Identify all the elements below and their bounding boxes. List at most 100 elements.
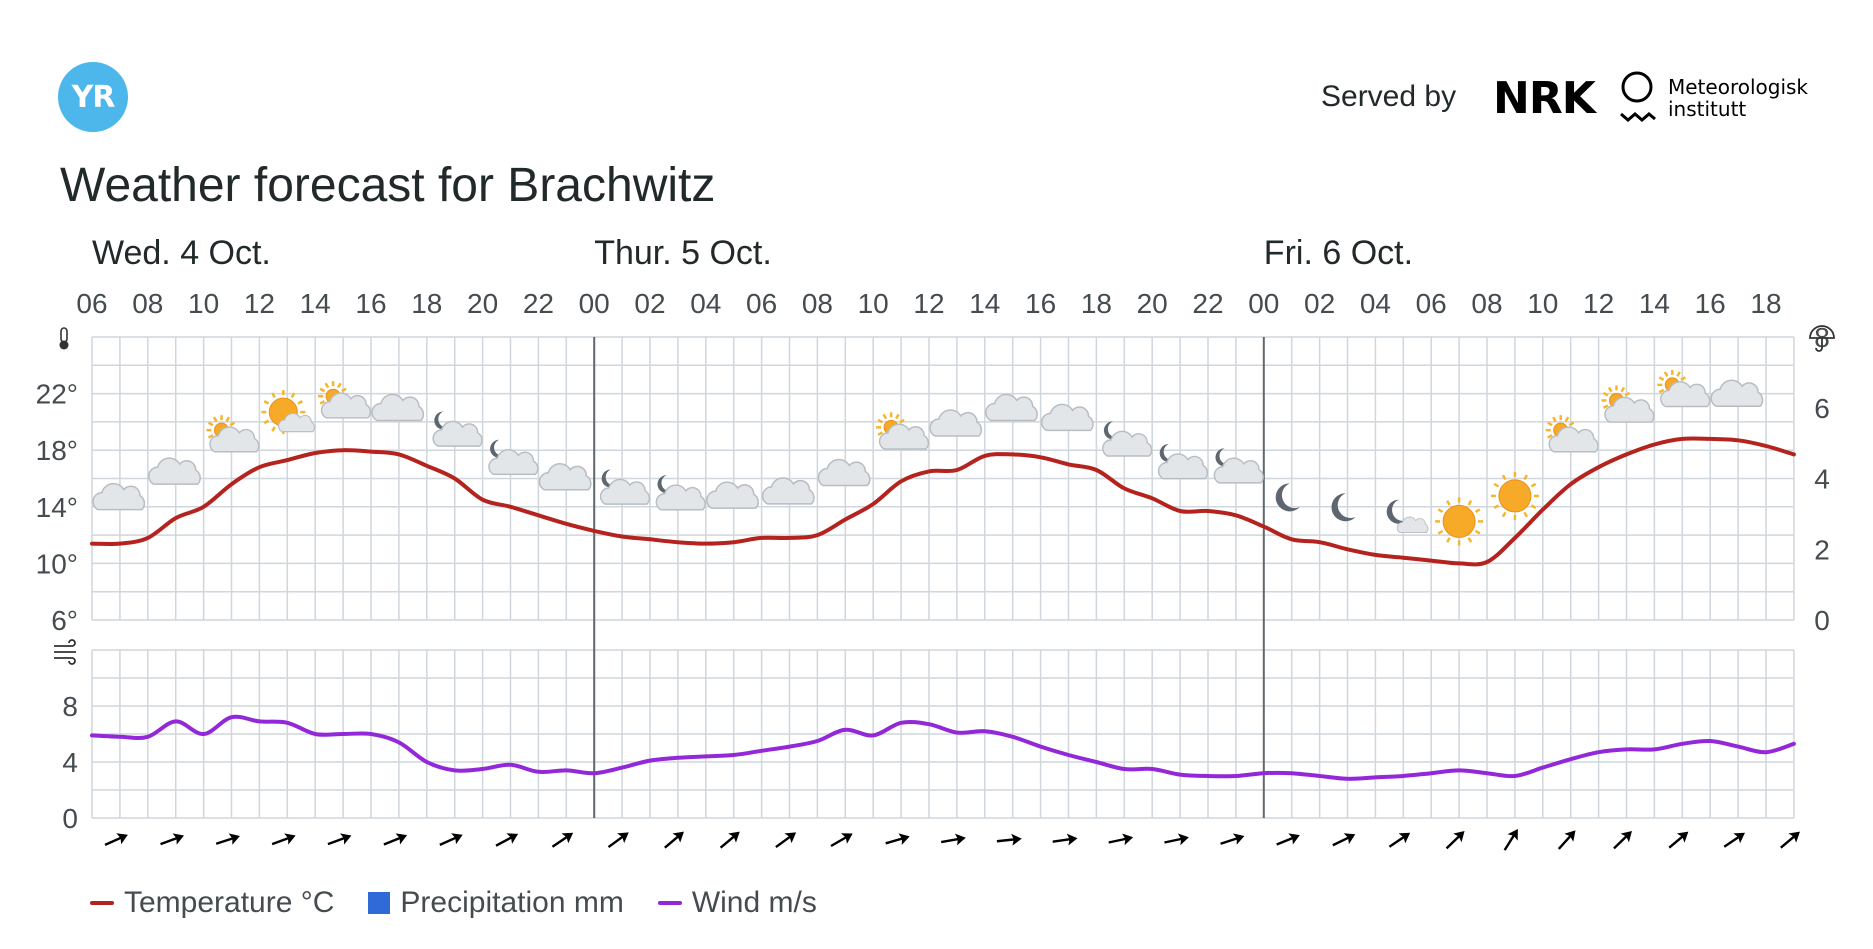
wind-direction-arrow-head — [561, 832, 574, 844]
wind-direction-arrow-head — [728, 831, 740, 843]
temp-axis-tick-label: 14° — [36, 492, 78, 523]
cloud-shape — [1157, 453, 1209, 480]
wind-icon — [54, 639, 76, 665]
sun-shape-ray — [1564, 416, 1570, 423]
cloud-shape — [92, 482, 146, 511]
cloud-shape-body — [706, 481, 759, 509]
wind-direction-arrow-head — [1788, 831, 1800, 843]
sun-shape-ray — [263, 400, 270, 405]
moon-shape — [1159, 444, 1176, 463]
umbrella-icon — [1809, 325, 1835, 352]
wind-direction-arrow-head — [1288, 833, 1300, 845]
sun-shape-ray — [229, 421, 236, 427]
wind-direction-arrow — [940, 833, 966, 846]
cloud-shape — [209, 426, 260, 453]
cloud-icon — [817, 458, 871, 487]
thermometer-icon — [59, 327, 69, 350]
wind-direction-arrow-head — [451, 833, 463, 845]
cloud-shape-body — [1396, 516, 1429, 533]
cloud-shape — [1396, 516, 1429, 533]
cloud-shape — [1710, 379, 1764, 408]
hour-tick-label: 08 — [1471, 288, 1502, 319]
wind-direction-arrow-head — [339, 833, 352, 845]
cloud-shape-body — [1548, 426, 1599, 453]
wind-direction-arrow — [551, 832, 574, 848]
partly-cloudy-day-icon — [206, 415, 260, 453]
wind-direction-arrow — [1164, 833, 1189, 846]
cloud-shape-body — [878, 423, 930, 450]
cloud-shape-body — [1157, 453, 1209, 480]
wind-direction-arrow — [1220, 833, 1245, 845]
sun-shape-ray — [882, 413, 888, 420]
hour-tick-label: 06 — [746, 288, 777, 319]
legend-item-temperature[interactable]: Temperature °C — [90, 886, 334, 920]
wind-direction-arrow-head — [1507, 828, 1518, 841]
cloud-shape-body — [761, 477, 815, 505]
chart-legend: Temperature °C Precipitation mm Wind m/s — [90, 886, 817, 920]
sun-shape-ray — [1474, 529, 1481, 535]
sun-cloud-icon — [261, 390, 315, 435]
sun-shape-ray — [341, 387, 347, 393]
cloud-shape-body — [655, 484, 706, 511]
wind-direction-arrow — [1613, 830, 1632, 850]
cloud-shape-body — [1660, 381, 1711, 408]
nrk-logo[interactable]: NRK — [1493, 73, 1596, 124]
yr-logo[interactable]: YR — [58, 62, 128, 132]
legend-item-precipitation[interactable]: Precipitation mm — [368, 886, 624, 920]
sun-shape-ray — [207, 434, 214, 439]
cloud-shape — [538, 463, 592, 491]
served-by-label: Served by — [1321, 80, 1457, 113]
cloud-shape-body — [985, 393, 1038, 422]
hour-tick-label: 20 — [1137, 288, 1168, 319]
wind-direction-arrow-head — [1232, 833, 1245, 845]
partly-cloudy-night-icon — [1213, 448, 1264, 484]
wind-direction-arrow — [160, 833, 185, 846]
met-logo-text[interactable]: Meteorologisk institutt — [1668, 76, 1808, 120]
wind-direction-arrow-head — [1453, 830, 1465, 843]
wind-direction-arrow-head — [1343, 833, 1356, 845]
wind-line — [90, 714, 1796, 781]
hour-tick-label: 16 — [1025, 288, 1056, 319]
cloud-shape — [655, 484, 706, 511]
hour-tick-label: 02 — [1304, 288, 1335, 319]
temp-axis-tick-label: 6° — [51, 605, 78, 636]
wind-direction-arrow-head — [1122, 833, 1134, 846]
sun-shape-ray — [1680, 376, 1686, 381]
moon-shape — [434, 411, 450, 430]
sun-shape-ray — [877, 431, 884, 436]
sun-shape-ray — [1658, 388, 1665, 394]
moon-cloud-icon — [1386, 499, 1429, 533]
wind-axis-tick-label: 0 — [62, 803, 78, 834]
hour-tick-label: 20 — [467, 288, 498, 319]
wind-direction-arrow — [495, 833, 519, 847]
cloud-shape-body — [432, 420, 483, 447]
yr-logo-text: YR — [71, 79, 116, 115]
legend-item-wind[interactable]: Wind m/s — [657, 886, 817, 920]
sun-shape-ray — [1493, 482, 1500, 488]
partly-cloudy-night-icon — [1102, 421, 1153, 457]
partly-cloudy-day-icon — [1545, 415, 1599, 453]
wind-direction-arrow — [996, 833, 1022, 846]
wind-direction-arrow — [607, 832, 629, 849]
moon-shape — [1215, 448, 1231, 467]
sun-shape-ray — [1446, 537, 1451, 543]
temp-axis-tick-label: 10° — [36, 548, 78, 579]
day-label: Wed. 4 Oct. — [92, 234, 271, 272]
sun-shape-ray — [1446, 499, 1451, 506]
cloud-shape-body — [538, 463, 592, 491]
wind-direction-arrow-head — [1620, 830, 1632, 843]
wind-direction-arrow-head — [1676, 831, 1689, 843]
cloud-shape — [1102, 430, 1153, 457]
hour-tick-label: 12 — [244, 288, 275, 319]
hour-tick-label: 14 — [300, 288, 331, 319]
met-logo-icon[interactable] — [1617, 70, 1657, 126]
sun-shape-ray — [290, 392, 296, 399]
sun-shape-ray — [877, 418, 884, 424]
sun-shape-ray — [1658, 376, 1665, 381]
partly-cloudy-night-icon — [655, 475, 706, 511]
cloud-shape — [1660, 381, 1711, 408]
legend-label-temperature: Temperature °C — [124, 886, 335, 919]
sun-shape-ray — [1602, 404, 1609, 410]
cloud-shape — [929, 409, 983, 437]
sun-shape-ray — [1530, 504, 1537, 510]
